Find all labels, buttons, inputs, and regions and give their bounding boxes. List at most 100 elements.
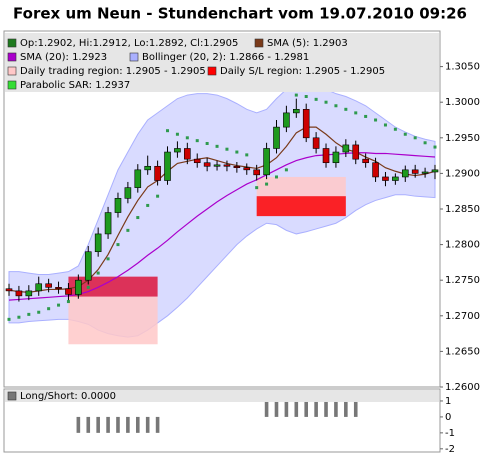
sar-dot	[175, 132, 179, 136]
candle-body	[223, 164, 231, 167]
chart-title: Forex um Neun - Stundenchart vom 19.07.2…	[13, 5, 467, 23]
sar-dot	[423, 141, 427, 145]
legend-label: SMA (5): 1.2903	[267, 38, 348, 49]
candle-body	[193, 158, 201, 164]
bar	[344, 400, 348, 417]
sar-dot	[185, 136, 189, 140]
region	[256, 196, 346, 217]
candle-body	[411, 169, 419, 174]
bar	[353, 400, 358, 417]
candle-body	[253, 169, 260, 176]
bar	[314, 400, 318, 417]
candle-body	[213, 164, 221, 167]
candle-body	[15, 290, 23, 297]
y-tick-label: 1.2900	[445, 168, 480, 179]
sar-dot	[146, 203, 150, 207]
bar	[76, 416, 81, 433]
sar-dot	[7, 317, 11, 321]
sar-dot	[374, 118, 378, 122]
candle-body	[302, 109, 310, 139]
candle-body	[401, 169, 409, 178]
candle-body	[55, 287, 62, 290]
sar-dot	[86, 285, 90, 289]
candle-body	[104, 212, 112, 235]
sar-dot	[274, 175, 278, 179]
sar-dot	[324, 100, 328, 104]
y-tick-label: -1	[445, 428, 455, 439]
sar-dot	[245, 153, 249, 157]
sar-dot	[265, 182, 269, 186]
candle-body	[233, 165, 241, 169]
bar	[284, 400, 289, 417]
sar-dot	[106, 257, 110, 261]
candle-body	[134, 169, 142, 188]
candle-body	[352, 144, 360, 160]
bar	[106, 416, 110, 433]
candle-body	[283, 112, 290, 128]
candle-body	[65, 288, 72, 295]
candle-body	[184, 148, 191, 160]
legend-swatch	[254, 38, 264, 48]
y-tick-label: 1.2750	[445, 275, 480, 286]
candle-body	[5, 288, 13, 292]
sar-dot	[314, 97, 318, 101]
bar	[86, 416, 91, 433]
candle-body	[84, 251, 92, 281]
legend-label: Op:1.2902, Hi:1.2912, Lo:1.2892, Cl:1.29…	[20, 38, 238, 49]
candle-body	[273, 126, 280, 149]
sar-dot	[393, 127, 397, 131]
legend-label: Daily S/L region: 1.2905 - 1.2905	[220, 66, 385, 77]
y-tick-label: 1.2600	[445, 382, 480, 393]
sar-dot	[17, 315, 21, 319]
sar-dot	[215, 144, 219, 148]
bar	[304, 400, 309, 417]
legend-label: Bollinger (20, 2): 1.2866 - 1.2981	[142, 52, 309, 63]
sar-dot	[225, 147, 229, 151]
candle-body	[243, 167, 251, 171]
candle-body	[382, 176, 389, 181]
candle-body	[114, 198, 122, 213]
legend-label: Daily trading region: 1.2905 - 1.2905	[20, 66, 206, 77]
bar	[324, 400, 328, 417]
region	[256, 176, 346, 197]
sar-dot	[413, 136, 417, 140]
sar-dot	[235, 150, 239, 154]
legend-box	[5, 33, 439, 92]
y-tick-label: 1.3000	[445, 97, 480, 108]
candle-body	[25, 290, 33, 297]
candle-body	[164, 151, 171, 181]
region	[68, 276, 158, 297]
candle-body	[312, 137, 320, 149]
y-tick-label: 0	[445, 412, 451, 423]
sar-dot	[136, 216, 140, 220]
sar-dot	[403, 132, 407, 136]
legend-swatch	[129, 52, 139, 62]
candle-body	[174, 148, 181, 153]
legend-label: Long/Short: 0.0000	[20, 391, 116, 402]
bar	[126, 416, 130, 433]
candle-body	[263, 148, 270, 176]
region	[68, 296, 158, 345]
legend-swatch	[7, 80, 17, 90]
candle-body	[293, 109, 300, 114]
sar-dot	[383, 123, 387, 127]
sar-dot	[364, 114, 368, 118]
sar-dot	[66, 300, 70, 304]
legend-swatch	[207, 66, 217, 76]
legend-swatch	[7, 391, 17, 401]
sar-dot	[294, 93, 298, 97]
sar-dot	[156, 194, 160, 198]
sar-dot	[96, 271, 100, 275]
sar-dot	[304, 95, 308, 99]
candle-body	[332, 151, 340, 164]
y-tick-label: 1.2700	[445, 311, 480, 322]
sar-dot	[344, 107, 348, 111]
candle-body	[372, 162, 379, 178]
sar-dot	[334, 104, 338, 108]
candle-body	[154, 165, 161, 181]
sar-dot	[195, 139, 199, 143]
bar	[274, 400, 279, 417]
y-tick-label: 1.2800	[445, 240, 480, 251]
bar	[135, 416, 140, 433]
legend-box	[5, 390, 439, 402]
